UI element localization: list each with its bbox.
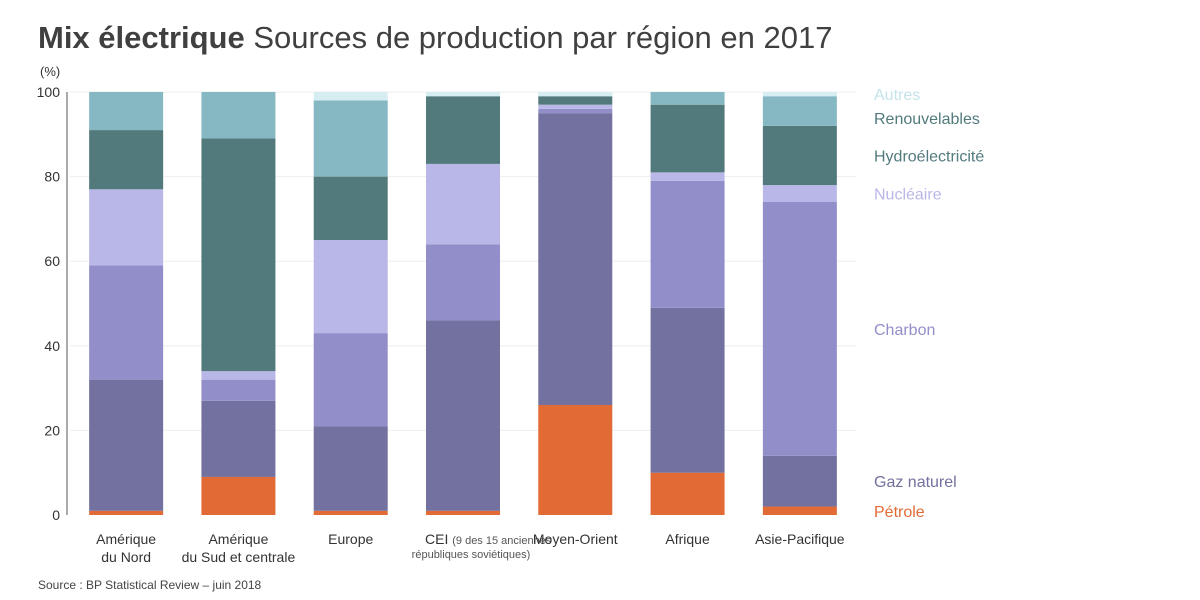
bar-segment-gaz naturel: [426, 320, 500, 511]
bar-segment-nucléaire: [426, 163, 500, 245]
x-tick-label-line2: républiques soviétiques): [412, 549, 531, 561]
bar-segment-hydroélectricité: [762, 125, 837, 186]
bar-segment-gaz naturel: [201, 400, 276, 477]
legend-item-autres: Autres: [874, 87, 920, 104]
bar-segment-renouvelables: [313, 100, 388, 177]
bars: [89, 92, 837, 515]
bar-stack: [650, 92, 725, 515]
chart-title: Mix électrique Sources de production par…: [38, 20, 832, 56]
legend-item-pétrole: Pétrole: [874, 504, 925, 521]
bar-segment-gaz naturel: [762, 455, 837, 507]
bar-stack: [89, 92, 164, 515]
bar-segment-autres: [538, 92, 613, 97]
bar-segment-charbon: [89, 265, 164, 380]
y-tick-label: 20: [44, 422, 60, 438]
bar-segment-hydroélectricité: [313, 176, 388, 241]
x-tick-label: Moyen-Orient: [533, 531, 618, 547]
x-tick-label-line2: du Sud et centrale: [182, 549, 296, 565]
y-tick-label: 0: [52, 507, 60, 523]
chart-title-bold: Mix électrique: [38, 20, 245, 55]
bar-stack: [426, 92, 500, 515]
bar-segment-renouvelables: [762, 96, 837, 126]
y-tick-label: 60: [44, 253, 60, 269]
bar-segment-pétrole: [426, 510, 500, 515]
legend-item-renouvelables: Renouvelables: [874, 111, 980, 128]
bar-segment-renouvelables: [201, 92, 276, 139]
bar-segment-hydroélectricité: [89, 130, 164, 190]
bar-segment-gaz naturel: [650, 307, 725, 473]
bar-segment-pétrole: [313, 510, 388, 515]
bar-segment-charbon: [201, 379, 276, 401]
bar-segment-pétrole: [650, 472, 725, 515]
bar-segment-charbon: [762, 201, 837, 456]
bar-segment-pétrole: [538, 405, 613, 515]
x-tick-label: Afrique: [665, 531, 710, 547]
bar-stack: [201, 92, 276, 515]
x-tick-label: Amérique: [208, 531, 268, 547]
bar-segment-nucléaire: [650, 172, 725, 181]
bar-segment-hydroélectricité: [650, 104, 725, 173]
bar-segment-gaz naturel: [313, 426, 388, 511]
bar-segment-nucléaire: [762, 185, 837, 202]
x-tick-label: CEI (9 des 15 anciennes: [425, 531, 552, 547]
bar-stack: [538, 92, 613, 515]
legend-item-nucléaire: Nucléaire: [874, 187, 942, 204]
y-axis-unit: (%): [40, 64, 61, 79]
legend-item-gaz naturel: Gaz naturel: [874, 474, 957, 491]
bar-segment-hydroélectricité: [201, 138, 276, 372]
x-tick-label: Europe: [328, 531, 373, 547]
x-tick-label: Amérique: [96, 531, 156, 547]
bar-segment-hydroélectricité: [426, 96, 500, 164]
bar-segment-nucléaire: [89, 189, 164, 266]
bar-segment-autres: [426, 92, 500, 97]
bar-segment-renouvelables: [89, 92, 164, 131]
bar-segment-gaz naturel: [89, 379, 164, 511]
source-note: Source : BP Statistical Review – juin 20…: [38, 578, 262, 592]
bar-segment-nucléaire: [201, 371, 276, 380]
bar-segment-autres: [313, 92, 388, 101]
bar-segment-nucléaire: [313, 240, 388, 334]
bar-segment-autres: [762, 92, 837, 97]
bar-segment-nucléaire: [538, 104, 613, 109]
bar-segment-charbon: [650, 180, 725, 308]
bar-stack: [313, 92, 388, 515]
bar-segment-hydroélectricité: [538, 96, 613, 105]
bar-segment-pétrole: [201, 476, 276, 515]
x-tick-label-line2: du Nord: [101, 549, 151, 565]
chart-title-rest: Sources de production par région en 2017: [253, 20, 833, 55]
y-tick-label: 80: [44, 169, 60, 185]
legend: Autres Renouvelables Hydroélectricité Nuclé…: [874, 87, 984, 521]
legend-item-hydroélectricité: Hydroélectricité: [874, 148, 984, 165]
bar-segment-charbon: [313, 333, 388, 427]
bar-segment-charbon: [426, 244, 500, 321]
x-axis-labels: Amérique du Nord Amérique du Sud et central…: [96, 531, 845, 565]
legend-item-charbon: Charbon: [874, 322, 935, 339]
bar-segment-charbon: [538, 108, 613, 114]
bar-segment-renouvelables: [650, 92, 725, 105]
y-tick-label: 40: [44, 338, 60, 354]
bar-stack: [762, 92, 837, 515]
y-tick-label: 100: [37, 84, 61, 100]
x-tick-label: Asie-Pacifique: [755, 531, 845, 547]
bar-segment-pétrole: [762, 506, 837, 515]
bar-segment-gaz naturel: [538, 113, 613, 406]
y-axis-ticks: 0 20 40 60 80 100: [37, 84, 61, 523]
bar-segment-pétrole: [89, 510, 164, 515]
